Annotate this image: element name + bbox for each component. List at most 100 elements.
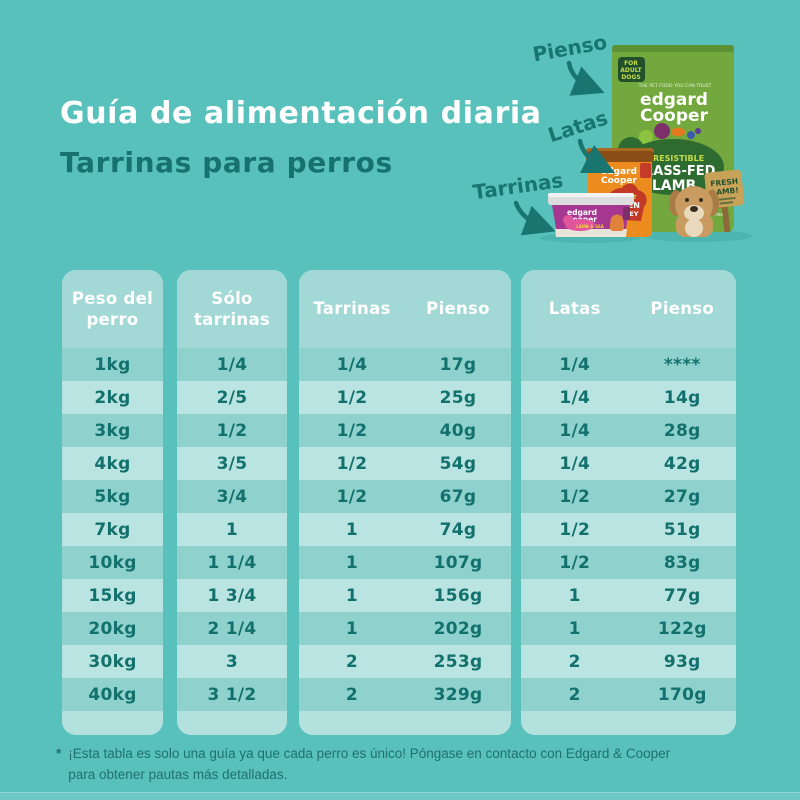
table-row: 2 170g	[521, 678, 736, 711]
apple-illustration	[639, 130, 653, 144]
table-cell: 25g	[439, 387, 477, 408]
table-row: 20kg	[62, 612, 163, 645]
table-row: 1/2	[177, 414, 287, 447]
table-panel-tarrinas-pienso: Tarrinas Pienso 1/4 17g 1/2 25g 1/2 40g 1/2 54g 1…	[299, 270, 511, 735]
table-cell: 40g	[439, 420, 477, 441]
brand-wordmark: edgard	[640, 90, 708, 110]
table-row: 1/2 67g	[299, 480, 511, 513]
footnote-line: para obtener pautas más detalladas.	[68, 766, 288, 782]
panel-rows: 1/4 2/5 1/2 3/5 3/4 1 1 1/4 1 3/4 2 1/4 3 3 1/2	[177, 348, 287, 711]
table-row: 1/4 14g	[521, 381, 736, 414]
table-cell: 3/4	[216, 486, 248, 507]
badge-text: ADULT	[620, 67, 642, 74]
table-cell: 1/2	[336, 420, 368, 441]
tub-badge	[623, 207, 630, 220]
badge-text: FOR	[624, 60, 638, 67]
blueberry-illustration	[687, 131, 695, 139]
arrow-pienso	[566, 60, 605, 96]
footnote: * ¡Esta tabla es solo una guía ya que ca…	[56, 744, 704, 786]
table-row: 2 329g	[299, 678, 511, 711]
table-cell: 54g	[439, 453, 477, 474]
table-row: 1 1/4	[177, 546, 287, 579]
dog-nose	[690, 206, 698, 212]
table-cell: 20kg	[88, 618, 137, 639]
table-row: 30kg	[62, 645, 163, 678]
table-cell: 93g	[663, 651, 701, 672]
table-row: 7kg	[62, 513, 163, 546]
adult-dogs-badge	[618, 57, 645, 82]
can-badge	[640, 163, 651, 178]
brand-wordmark: edgard	[567, 208, 597, 217]
table-cell: 1	[568, 618, 581, 639]
tub-base-rim	[555, 229, 627, 237]
table-cell: 2	[568, 651, 581, 672]
table-row: 1kg	[62, 348, 163, 381]
table-row: 1 77g	[521, 579, 736, 612]
table-row: 1/4 ****	[521, 348, 736, 381]
footnote-line: ¡Esta tabla es solo una guía ya que cada…	[68, 746, 671, 761]
table-cell: 1/4	[336, 354, 368, 375]
table-cell: 1/2	[336, 387, 368, 408]
table-cell: 1	[568, 585, 581, 606]
brand-wordmark: Cooper	[601, 176, 638, 186]
table-cell: 156g	[433, 585, 483, 606]
table-cell: 14g	[663, 387, 701, 408]
footnote-text: ¡Esta tabla es solo una guía ya que cada…	[68, 744, 670, 786]
page-title: Guía de alimentación diaria	[60, 96, 542, 131]
dog-chest	[685, 219, 703, 237]
table-cell: 1	[345, 585, 359, 606]
table-row: 40kg	[62, 678, 163, 711]
table-row: 1	[177, 513, 287, 546]
table-cell: 1/2	[559, 519, 591, 540]
column-header: Peso del perro	[71, 288, 154, 329]
table-panel-peso-del-perro: Peso del perro 1kg 2kg 3kg 4kg 5kg 7kg 10kg 15k…	[62, 270, 163, 735]
table-cell: 1/4	[559, 453, 591, 474]
table-cell: 74g	[439, 519, 477, 540]
sign-post	[721, 199, 731, 233]
table-cell: 170g	[657, 684, 707, 705]
berry-illustration	[695, 128, 701, 134]
table-cell: 2	[568, 684, 581, 705]
table-cell: 28g	[663, 420, 701, 441]
panel-header: Peso del perro	[62, 270, 163, 348]
bag-kicker: IRRESISTIBLE	[644, 154, 704, 163]
sign-deco-line	[715, 196, 736, 201]
table-cell: 1/4	[559, 354, 591, 375]
table-row: 1/4	[177, 348, 287, 381]
table-row: 1/2 83g	[521, 546, 736, 579]
table-row: 3/5	[177, 447, 287, 480]
table-cell: 3kg	[94, 420, 131, 441]
table-row: 1/4 17g	[299, 348, 511, 381]
table-row: 1 122g	[521, 612, 736, 645]
dog-illustration	[669, 186, 719, 237]
table-row: 1/2 51g	[521, 513, 736, 546]
orange-cat-head	[610, 214, 624, 228]
table-cell: 30kg	[88, 651, 137, 672]
can-lid	[586, 151, 654, 162]
bag-tagline: THE PET FOOD YOU CAN TRUST	[638, 83, 712, 89]
table-cell: 253g	[433, 651, 483, 672]
dog-muzzle	[684, 205, 704, 221]
table-cell: 5kg	[94, 486, 131, 507]
table-cell: 2/5	[216, 387, 248, 408]
column-header: Pienso	[426, 299, 490, 319]
arrow-latas	[577, 138, 616, 174]
panel-rows: 1kg 2kg 3kg 4kg 5kg 7kg 10kg 15kg 20kg 30kg 40kg	[62, 348, 163, 711]
column-header: Sólo tarrinas	[193, 288, 271, 329]
table-cell: 329g	[433, 684, 483, 705]
bag-crimp	[612, 45, 734, 52]
table-row: 15kg	[62, 579, 163, 612]
table-cell: 67g	[439, 486, 477, 507]
table-panel-latas-pienso: Latas Pienso 1/4 **** 1/4 14g 1/4 28g 1/4 42g 1/2…	[521, 270, 736, 735]
table-row: 10kg	[62, 546, 163, 579]
table-cell: 3 1/2	[207, 684, 257, 705]
table-cell: 42g	[663, 453, 701, 474]
table-row: 1/4 28g	[521, 414, 736, 447]
table-row: 3kg	[62, 414, 163, 447]
table-cell: 1kg	[94, 354, 131, 375]
table-cell: 1/4	[216, 354, 248, 375]
panel-header: Tarrinas Pienso	[299, 270, 511, 348]
table-row: 1/2 40g	[299, 414, 511, 447]
table-row: 1/2 54g	[299, 447, 511, 480]
table-row: 1 3/4	[177, 579, 287, 612]
